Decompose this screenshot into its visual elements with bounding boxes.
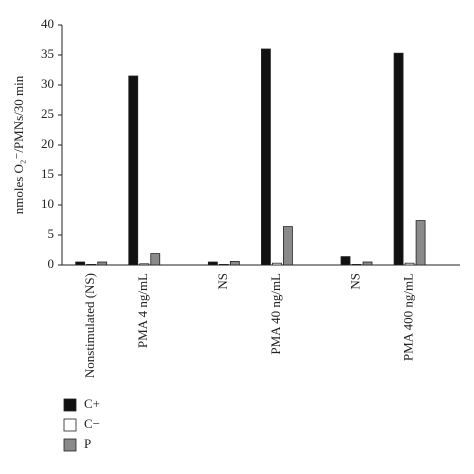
bar bbox=[75, 261, 86, 266]
y-tick-label: 5 bbox=[48, 226, 55, 241]
y-tick-label: 20 bbox=[41, 136, 54, 151]
bar bbox=[272, 262, 282, 266]
y-tick-label: 25 bbox=[41, 106, 54, 121]
y-tick-label: 0 bbox=[48, 256, 55, 271]
bar bbox=[340, 256, 351, 266]
legend-label: C− bbox=[84, 416, 100, 431]
y-tick-label: 35 bbox=[41, 46, 54, 61]
bar bbox=[393, 52, 404, 266]
y-tick-label: 40 bbox=[41, 16, 54, 31]
x-tick-label: PMA 400 ng/mL bbox=[401, 273, 416, 361]
bar bbox=[351, 263, 362, 266]
bar bbox=[283, 226, 293, 266]
legend-swatch bbox=[63, 438, 77, 452]
bar bbox=[207, 261, 218, 266]
x-tick-label: Nonstimulated (NS) bbox=[82, 273, 97, 378]
bar bbox=[139, 263, 150, 266]
y-tick-label: 15 bbox=[41, 166, 54, 181]
bar bbox=[218, 263, 229, 266]
bar bbox=[404, 262, 415, 266]
bar bbox=[150, 253, 161, 266]
x-tick-label: NS bbox=[215, 273, 230, 290]
legend-label: P bbox=[84, 436, 91, 451]
legend-label: C+ bbox=[84, 396, 100, 411]
bar bbox=[86, 263, 97, 266]
bar bbox=[128, 75, 139, 266]
x-tick-label: NS bbox=[348, 273, 363, 290]
bar bbox=[229, 260, 240, 266]
x-tick-label: PMA 4 ng/mL bbox=[135, 273, 150, 348]
bar bbox=[362, 261, 373, 266]
bar bbox=[415, 220, 426, 266]
legend-swatch bbox=[63, 398, 77, 412]
x-tick-label: PMA 40 ng/mL bbox=[268, 273, 283, 355]
y-tick-label: 10 bbox=[41, 196, 54, 211]
bar bbox=[261, 48, 271, 266]
y-tick-label: 30 bbox=[41, 76, 54, 91]
bar bbox=[97, 261, 108, 266]
legend-swatch bbox=[63, 418, 77, 432]
y-axis-label: nmoles O₂⁻/PMNs/30 min bbox=[11, 75, 26, 214]
